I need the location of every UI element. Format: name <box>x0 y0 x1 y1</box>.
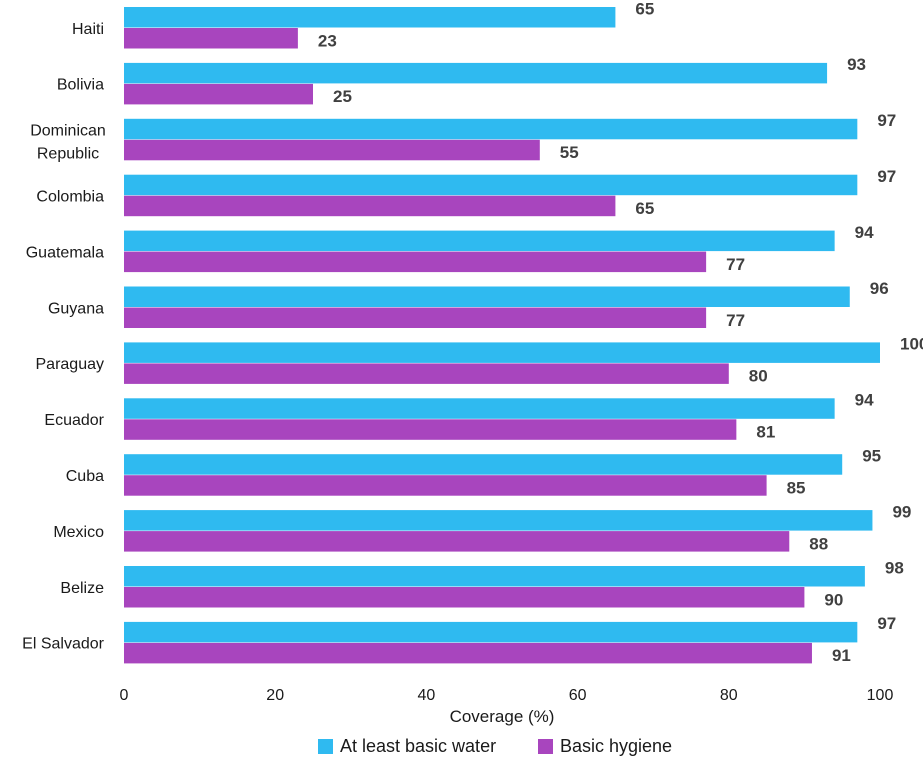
data-label: 91 <box>832 646 851 665</box>
bar-hygiene <box>124 419 737 440</box>
bar-hygiene <box>124 307 707 328</box>
data-label: 97 <box>877 614 896 633</box>
bar-water <box>124 230 835 252</box>
category-label: El Salvador <box>22 636 104 653</box>
bar-hygiene <box>124 475 767 496</box>
category-label: Cuba <box>66 468 104 485</box>
bar-water <box>124 454 843 475</box>
legend-swatch <box>318 739 333 754</box>
data-label: 77 <box>726 311 745 330</box>
data-label: 99 <box>892 502 911 521</box>
data-label: 100 <box>900 335 923 354</box>
bar-water <box>124 566 865 587</box>
category-label: Mexico <box>53 524 104 541</box>
bar-hygiene <box>124 83 313 105</box>
x-tick-label: 80 <box>720 687 738 704</box>
data-label: 94 <box>855 391 874 410</box>
x-tick-label: 40 <box>418 687 436 704</box>
x-axis-title: Coverage (%) <box>450 707 555 726</box>
category-label: Paraguay <box>36 356 105 373</box>
category-label: Dominican Republic <box>30 123 106 163</box>
x-axis: 0 20 40 60 80 100 <box>120 687 894 704</box>
data-label: 88 <box>809 534 828 553</box>
bar-hygiene <box>124 587 805 608</box>
bar-water <box>124 174 858 196</box>
labels-layer: 65 23 Haiti 93 25 Bolivia 97 55 Dominican Republi… <box>22 0 923 665</box>
x-tick-label: 20 <box>266 687 284 704</box>
data-label: 81 <box>756 423 775 442</box>
legend-label: At least basic water <box>340 736 496 756</box>
data-label: 80 <box>749 367 768 386</box>
bar-water <box>124 118 858 140</box>
data-label: 97 <box>877 167 896 186</box>
bar-water <box>124 342 880 363</box>
data-label: 90 <box>824 590 843 609</box>
bar-hygiene <box>124 642 812 664</box>
bar-hygiene <box>124 28 298 49</box>
bars-layer <box>124 7 880 664</box>
data-label: 23 <box>318 31 337 50</box>
x-tick-label: 100 <box>867 687 894 704</box>
bar-water <box>124 62 828 84</box>
category-label: Colombia <box>36 188 104 205</box>
data-label: 65 <box>635 0 654 18</box>
category-label: Bolivia <box>57 77 104 94</box>
bar-hygiene <box>124 531 790 552</box>
data-label: 96 <box>870 279 889 298</box>
category-label: Guyana <box>48 300 104 317</box>
data-label: 93 <box>847 55 866 74</box>
bar-water <box>124 510 873 531</box>
x-tick-label: 0 <box>120 687 129 704</box>
bar-hygiene <box>124 195 616 217</box>
category-label: Guatemala <box>26 244 104 261</box>
data-label: 95 <box>862 446 881 465</box>
category-label: Belize <box>60 580 104 597</box>
data-label: 94 <box>855 223 874 242</box>
bar-hygiene <box>124 363 729 384</box>
data-label: 25 <box>333 87 352 106</box>
data-label: 97 <box>877 111 896 130</box>
data-label: 65 <box>635 199 654 218</box>
data-label: 85 <box>787 478 806 497</box>
bar-hygiene <box>124 251 707 273</box>
category-label: Ecuador <box>44 412 104 429</box>
category-label: Haiti <box>72 21 104 38</box>
data-label: 55 <box>560 143 579 162</box>
legend-swatch <box>538 739 553 754</box>
bar-water <box>124 398 835 419</box>
bar-water <box>124 7 616 28</box>
bar-hygiene <box>124 139 540 161</box>
bar-water <box>124 621 858 643</box>
x-tick-label: 60 <box>569 687 587 704</box>
data-label: 98 <box>885 558 904 577</box>
legend-label: Basic hygiene <box>560 736 672 756</box>
data-label: 77 <box>726 255 745 274</box>
bar-water <box>124 286 850 307</box>
legend: At least basic water Basic hygiene <box>318 736 672 756</box>
